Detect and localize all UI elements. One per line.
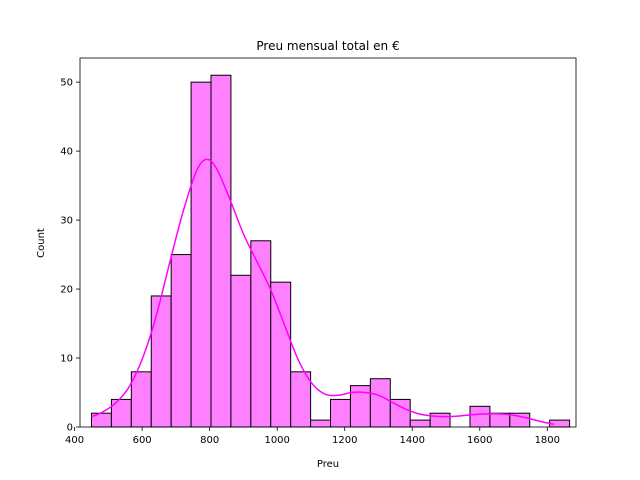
x-axis-label: Preu (317, 459, 339, 470)
y-tick-label: 20 (60, 285, 73, 296)
histogram-bar (270, 281, 292, 428)
y-tick-label: 10 (60, 354, 73, 365)
x-tick-label: 1800 (535, 435, 560, 446)
histogram-bar (190, 81, 212, 428)
x-tick-label: 1400 (400, 435, 425, 446)
chart-title: Preu mensual total en € (256, 39, 399, 53)
y-tick-label: 40 (60, 147, 73, 158)
histogram-bar (330, 398, 351, 428)
x-tick-label: 1600 (467, 435, 492, 446)
histogram-bar (369, 378, 391, 428)
histogram-bar (210, 74, 232, 428)
y-tick-label: 0 (67, 423, 73, 434)
y-tick-label: 30 (60, 216, 73, 227)
y-axis-label: Count (36, 228, 47, 258)
kde-curve (91, 158, 555, 425)
x-tick-label: 800 (200, 435, 219, 446)
histogram-bars (90, 74, 571, 428)
histogram-bar (290, 371, 312, 428)
histogram-bar (489, 412, 511, 428)
histogram-bar (170, 254, 192, 428)
histogram-bar (130, 371, 152, 428)
histogram-bar (310, 419, 332, 428)
y-axis: 0 10 20 30 40 50 (60, 78, 80, 434)
x-tick-label: 1000 (264, 435, 289, 446)
x-tick-label: 1200 (332, 435, 357, 446)
x-tick-label: 400 (65, 435, 84, 446)
y-tick-label: 50 (60, 78, 73, 89)
histogram-bar (469, 405, 491, 428)
histogram-bar (230, 274, 252, 428)
x-tick-label: 600 (133, 435, 152, 446)
histogram-bar (150, 295, 172, 428)
x-axis: 400 600 800 1000 1200 1400 1600 1800 (65, 427, 560, 446)
plot-frame (79, 57, 577, 428)
histogram-bar (409, 419, 431, 428)
